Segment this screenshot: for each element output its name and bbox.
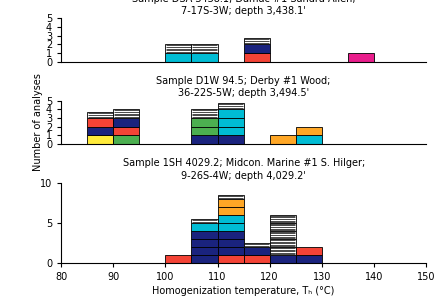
- Bar: [87, 135, 113, 144]
- Bar: [87, 127, 113, 135]
- Bar: [270, 247, 296, 255]
- Bar: [191, 127, 218, 135]
- Bar: [348, 53, 374, 62]
- Bar: [218, 199, 243, 207]
- Bar: [296, 255, 322, 263]
- Bar: [87, 118, 113, 127]
- Bar: [191, 118, 218, 127]
- Bar: [191, 223, 218, 231]
- Bar: [244, 243, 270, 247]
- Bar: [270, 223, 296, 231]
- Bar: [296, 127, 322, 135]
- X-axis label: Homogenization temperature, Tₕ (°C): Homogenization temperature, Tₕ (°C): [153, 286, 335, 296]
- Bar: [270, 231, 296, 239]
- Bar: [113, 109, 139, 118]
- Bar: [166, 255, 191, 263]
- Bar: [270, 135, 296, 144]
- Bar: [270, 239, 296, 247]
- Bar: [113, 118, 139, 127]
- Bar: [218, 135, 243, 144]
- Bar: [244, 255, 270, 263]
- Bar: [113, 135, 139, 144]
- Bar: [218, 103, 243, 109]
- Bar: [191, 135, 218, 144]
- Bar: [244, 53, 270, 62]
- Bar: [218, 247, 243, 255]
- Bar: [244, 44, 270, 53]
- Bar: [218, 231, 243, 239]
- Bar: [244, 38, 270, 44]
- Bar: [218, 215, 243, 223]
- Bar: [296, 135, 322, 144]
- Bar: [191, 255, 218, 263]
- Bar: [191, 239, 218, 247]
- Bar: [218, 255, 243, 263]
- Title: Sample DSA 3438.1; Damac #1 Sandra Allen;
7-17S-3W; depth 3,438.1': Sample DSA 3438.1; Damac #1 Sandra Allen…: [132, 0, 355, 16]
- Bar: [191, 219, 218, 223]
- Bar: [218, 118, 243, 127]
- Bar: [166, 53, 191, 62]
- Bar: [270, 215, 296, 223]
- Title: Sample 1SH 4029.2; Midcon. Marine #1 S. Hilger;
9-26S-4W; depth 4,029.2': Sample 1SH 4029.2; Midcon. Marine #1 S. …: [122, 159, 365, 181]
- Bar: [191, 247, 218, 255]
- Bar: [191, 44, 218, 53]
- Bar: [244, 247, 270, 255]
- Bar: [218, 195, 243, 199]
- Bar: [218, 223, 243, 231]
- Bar: [191, 109, 218, 118]
- Bar: [87, 112, 113, 118]
- Bar: [270, 255, 296, 263]
- Bar: [191, 53, 218, 62]
- Bar: [218, 127, 243, 135]
- Bar: [218, 207, 243, 215]
- Bar: [218, 239, 243, 247]
- Bar: [166, 44, 191, 53]
- Bar: [191, 231, 218, 239]
- Title: Sample D1W 94.5; Derby #1 Wood;
36-22S-5W; depth 3,494.5': Sample D1W 94.5; Derby #1 Wood; 36-22S-5…: [156, 76, 331, 99]
- Bar: [296, 247, 322, 255]
- Y-axis label: Number of analyses: Number of analyses: [33, 73, 43, 171]
- Bar: [113, 127, 139, 135]
- Bar: [218, 109, 243, 118]
